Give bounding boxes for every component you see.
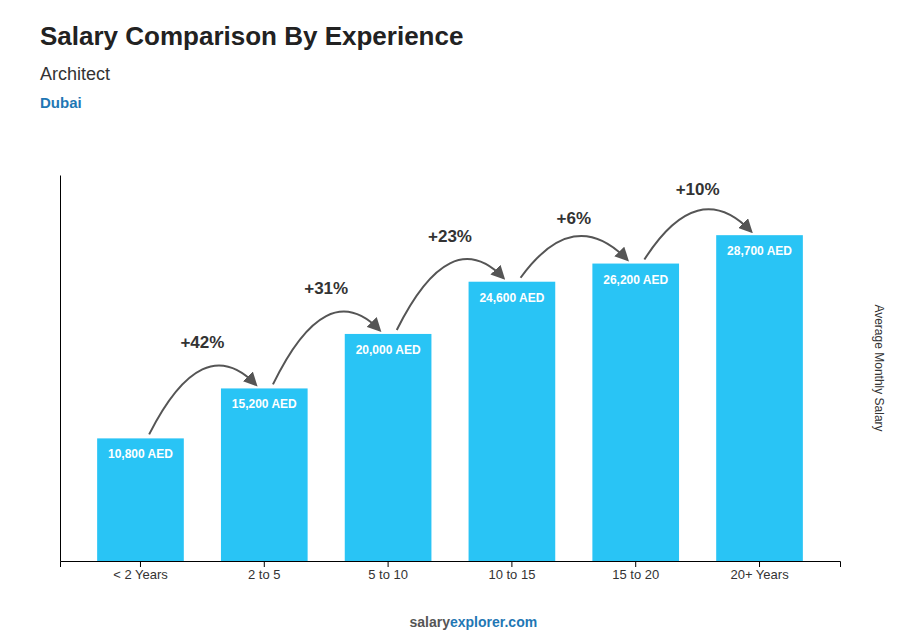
bar [716, 235, 803, 561]
data-label: 24,600 AED [479, 291, 544, 305]
y-axis-line [60, 176, 61, 562]
change-arrow [273, 312, 379, 385]
x-axis: < 2 Years 2 to 5 5 to 10 10 to 15 15 to 20 20… [61, 561, 841, 582]
change-arrow [397, 259, 503, 330]
change-label: +6% [557, 209, 592, 228]
x-tick [388, 561, 389, 567]
data-label: 10,800 AED [108, 447, 173, 461]
bar [221, 388, 308, 561]
x-tick-label: 10 to 15 [488, 567, 535, 582]
watermark: explorer.com [450, 614, 537, 630]
data-label: 26,200 AED [603, 273, 668, 287]
change-arrow [521, 236, 627, 278]
bars [97, 235, 803, 561]
watermark: salary [410, 614, 451, 630]
bar [97, 438, 184, 561]
data-label: 15,200 AED [232, 397, 297, 411]
bar [345, 334, 432, 561]
bar [592, 264, 679, 561]
x-tick [759, 561, 760, 567]
y-axis [60, 176, 61, 562]
title: Salary Comparison By Experience [40, 21, 463, 51]
city: Dubai [40, 94, 82, 111]
x-tick-label: 2 to 5 [248, 567, 281, 582]
data-label: 20,000 AED [356, 343, 421, 357]
x-tick [140, 561, 141, 567]
plot: < 2 Years 2 to 5 5 to 10 10 to 15 15 to 20 20… [61, 176, 841, 583]
change-arrow [149, 366, 255, 435]
bar [469, 282, 556, 561]
data-label: 28,700 AED [727, 244, 792, 258]
x-axis-line [61, 562, 841, 568]
change-label: +31% [304, 279, 348, 298]
change-label: +42% [180, 333, 224, 352]
annotations: +42% +31% +23% +6% +10% [149, 180, 751, 434]
x-tick-label: 20+ Years [730, 567, 789, 582]
change-arrow [644, 209, 750, 259]
x-tick [264, 561, 265, 567]
x-tick [511, 561, 512, 567]
x-tick-label: < 2 Years [113, 567, 168, 582]
change-label: +23% [428, 227, 472, 246]
x-tick [635, 561, 636, 567]
change-label: +10% [676, 180, 720, 199]
x-tick-label: 15 to 20 [612, 567, 659, 582]
x-tick-label: 5 to 10 [368, 567, 408, 582]
chart: Salary Comparison By Experience Architect… [0, 0, 900, 641]
y-axis-label: Average Monthly Salary [872, 304, 886, 431]
data-labels: 10,800 AED 15,200 AED 20,000 AED 24,600 AED… [108, 244, 792, 461]
subtitle: Architect [40, 64, 110, 84]
